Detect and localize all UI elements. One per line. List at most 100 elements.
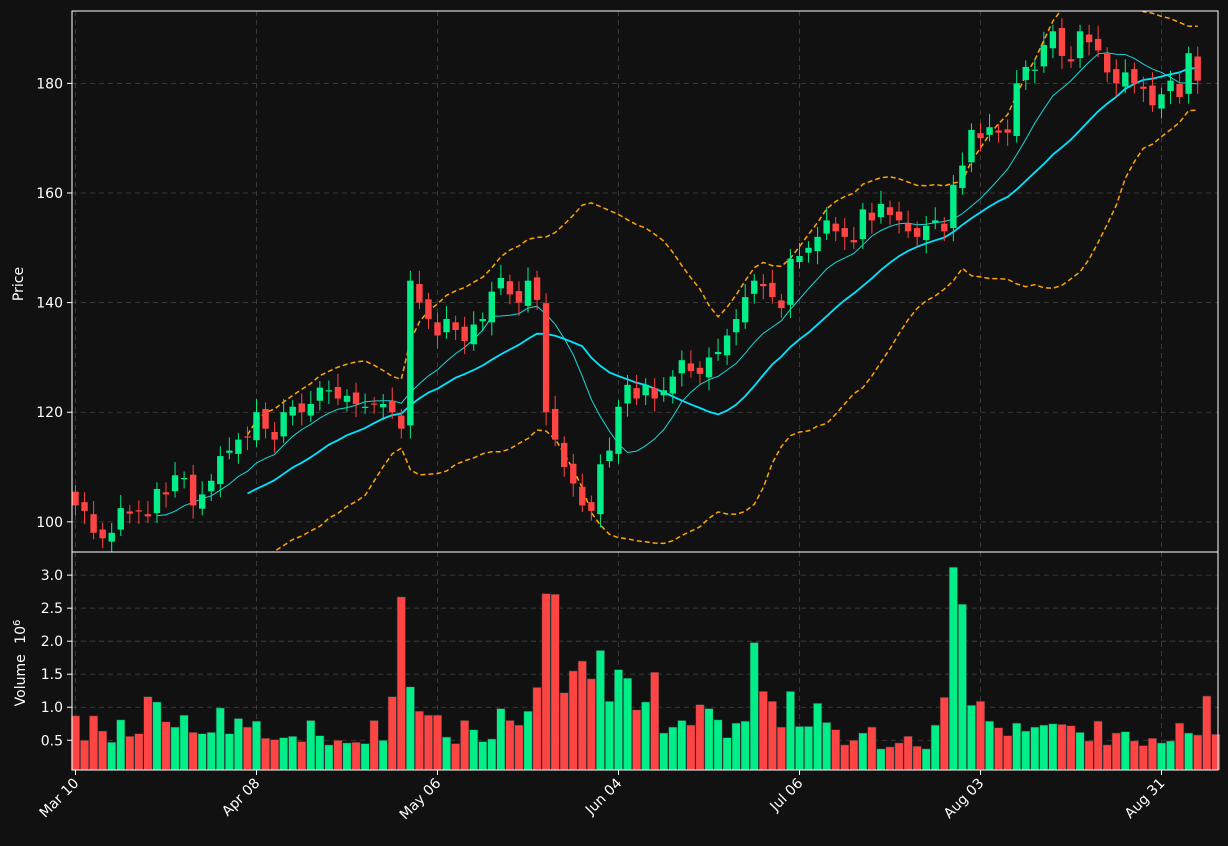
candle-down [398, 415, 405, 429]
volume-bar [170, 726, 180, 771]
candle-down [588, 502, 595, 511]
candle-up [208, 480, 215, 492]
volume-bar [577, 660, 587, 771]
volume-bar [894, 742, 904, 771]
candle-up [787, 258, 794, 305]
volume-bar [1111, 732, 1121, 771]
candle-up [823, 220, 830, 234]
volume-panel-frame [71, 551, 1219, 771]
volume-bar [1075, 732, 1085, 771]
candle-up [343, 395, 351, 402]
candle-up [117, 508, 124, 530]
candle-down [271, 431, 278, 440]
candle-down [461, 326, 468, 341]
candle-up [1040, 44, 1048, 67]
volume-bar [939, 697, 949, 771]
candle-up [524, 280, 532, 306]
volume-bar [143, 696, 153, 771]
volume-bar [1166, 740, 1176, 771]
volume-bar [903, 736, 913, 771]
candle-down [570, 463, 577, 484]
volume-bar [641, 701, 651, 771]
volume-bar [478, 741, 488, 771]
candle-down [425, 299, 432, 320]
volume-bar [650, 671, 660, 771]
volume-bar [315, 735, 325, 771]
candle-up [624, 384, 631, 404]
candle-up [660, 390, 667, 396]
price-tick-label: 180 [36, 76, 63, 92]
candle-down [542, 303, 550, 413]
candle-down [1113, 69, 1120, 84]
candle-down [886, 207, 894, 215]
volume-bar [523, 710, 533, 771]
candle-down [334, 387, 342, 399]
candle-down [506, 281, 514, 295]
volume-axis-label-text: Volume [13, 654, 29, 706]
volume-bar [1102, 744, 1112, 771]
candle-down [1094, 38, 1102, 51]
volume-bar [1048, 723, 1058, 771]
volume-bar [514, 724, 524, 771]
candle-down [579, 486, 586, 506]
candle-down [298, 403, 305, 413]
volume-bar [731, 722, 741, 771]
volume-bar [921, 748, 931, 771]
candle-up [171, 475, 179, 492]
candle-up [678, 360, 686, 374]
candle-up [606, 450, 613, 462]
candle-down [1004, 129, 1011, 133]
volume-bar [288, 736, 298, 771]
candle-up [714, 351, 722, 355]
volume-bar [1039, 724, 1049, 771]
volume-bar [297, 741, 307, 771]
volume-bar [948, 566, 958, 771]
volume-bar [586, 678, 596, 771]
candle-up [1122, 72, 1129, 87]
candle-up [751, 280, 758, 294]
candle-up [959, 165, 966, 189]
candle-down [135, 510, 143, 512]
volume-bar [188, 732, 198, 771]
price-axis-label: Price [11, 267, 27, 301]
volume-bar [1084, 740, 1094, 771]
volume-bar [966, 704, 976, 771]
volume-tick-label: 2.5 [41, 601, 63, 617]
volume-bar [831, 729, 841, 771]
volume-bar [1012, 722, 1022, 771]
candle-up [814, 236, 821, 252]
candle-down [262, 408, 269, 429]
candle-down [977, 133, 984, 139]
candle-down [389, 400, 396, 413]
volume-bar [677, 720, 687, 771]
candle-down [126, 511, 133, 514]
candle-up [1185, 53, 1192, 94]
candle-up [642, 384, 649, 396]
candle-up [923, 225, 930, 241]
volume-bar [858, 732, 868, 771]
candle-down [90, 514, 97, 533]
volume-bar [1193, 734, 1203, 771]
volume-bar [206, 732, 216, 771]
volume-tick-label: 0.5 [41, 733, 63, 749]
candle-up [669, 376, 676, 394]
volume-bar [623, 677, 633, 771]
grid-layer [72, 11, 1218, 770]
volume-bar [369, 720, 379, 771]
volume-bar [451, 743, 461, 771]
candle-up [1022, 66, 1029, 81]
volume-bar [134, 733, 144, 771]
volume-bar [595, 650, 605, 771]
candlestick-series [72, 18, 1201, 552]
candle-down [452, 322, 459, 331]
price-tick-label: 120 [36, 405, 63, 421]
volume-bar [333, 739, 343, 771]
volume-bar [197, 733, 207, 771]
volume-bar [179, 714, 189, 771]
volume-bar [98, 730, 108, 771]
candle-up [597, 464, 604, 515]
volume-bar [813, 702, 823, 771]
volume-tick-label: 1.0 [41, 700, 63, 716]
candle-down [1058, 27, 1066, 56]
candle-up [380, 404, 387, 408]
